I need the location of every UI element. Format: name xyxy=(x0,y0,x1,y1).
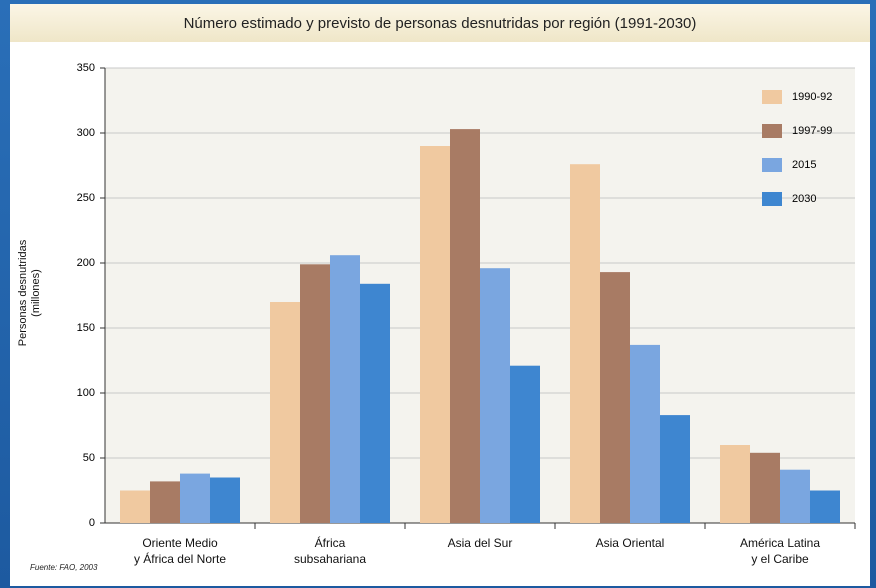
legend-swatch xyxy=(762,124,782,138)
bar xyxy=(450,129,480,523)
legend-label: 2015 xyxy=(792,159,816,171)
bar xyxy=(120,490,150,523)
title-bar xyxy=(10,4,870,42)
y-tick-label: 150 xyxy=(77,322,95,334)
bar xyxy=(270,302,300,523)
bar xyxy=(210,477,240,523)
y-tick-label: 100 xyxy=(77,387,95,399)
bar xyxy=(180,473,210,523)
x-tick-label: Asia Oriental xyxy=(595,536,665,550)
legend-label: 2030 xyxy=(792,193,816,205)
legend-swatch xyxy=(762,90,782,104)
bar xyxy=(570,164,600,523)
bar xyxy=(150,481,180,523)
chart-title: Número estimado y previsto de personas d… xyxy=(184,15,697,32)
x-tick-label: África subsahariana xyxy=(293,536,367,566)
y-tick-label: 300 xyxy=(77,127,95,139)
bar xyxy=(630,344,660,523)
bar xyxy=(480,268,510,523)
bar xyxy=(510,365,540,523)
bar xyxy=(300,264,330,523)
legend-label: 1997-99 xyxy=(792,125,832,137)
bar xyxy=(660,415,690,523)
bar xyxy=(750,452,780,523)
y-tick-label: 0 xyxy=(89,517,95,529)
legend-swatch xyxy=(762,158,782,172)
y-tick-label: 50 xyxy=(83,452,95,464)
x-tick-label: América Latina y el Caribe xyxy=(739,536,821,566)
bar xyxy=(720,445,750,523)
source: Fuente: FAO, 2003 xyxy=(30,563,98,572)
x-tick-label: Asia del Sur xyxy=(447,536,513,550)
y-tick-label: 350 xyxy=(77,62,95,74)
bar xyxy=(330,255,360,523)
bar xyxy=(780,469,810,523)
x-tick-label: Oriente Medio y África del Norte xyxy=(133,536,227,566)
bar xyxy=(360,283,390,523)
y-axis-label: Personas desnutridas (millones) xyxy=(17,239,42,347)
bar xyxy=(810,490,840,523)
bar xyxy=(600,272,630,523)
y-tick-label: 200 xyxy=(77,257,95,269)
legend-swatch xyxy=(762,192,782,206)
bar xyxy=(420,146,450,523)
legend-label: 1990-92 xyxy=(792,91,832,103)
y-tick-label: 250 xyxy=(77,192,95,204)
